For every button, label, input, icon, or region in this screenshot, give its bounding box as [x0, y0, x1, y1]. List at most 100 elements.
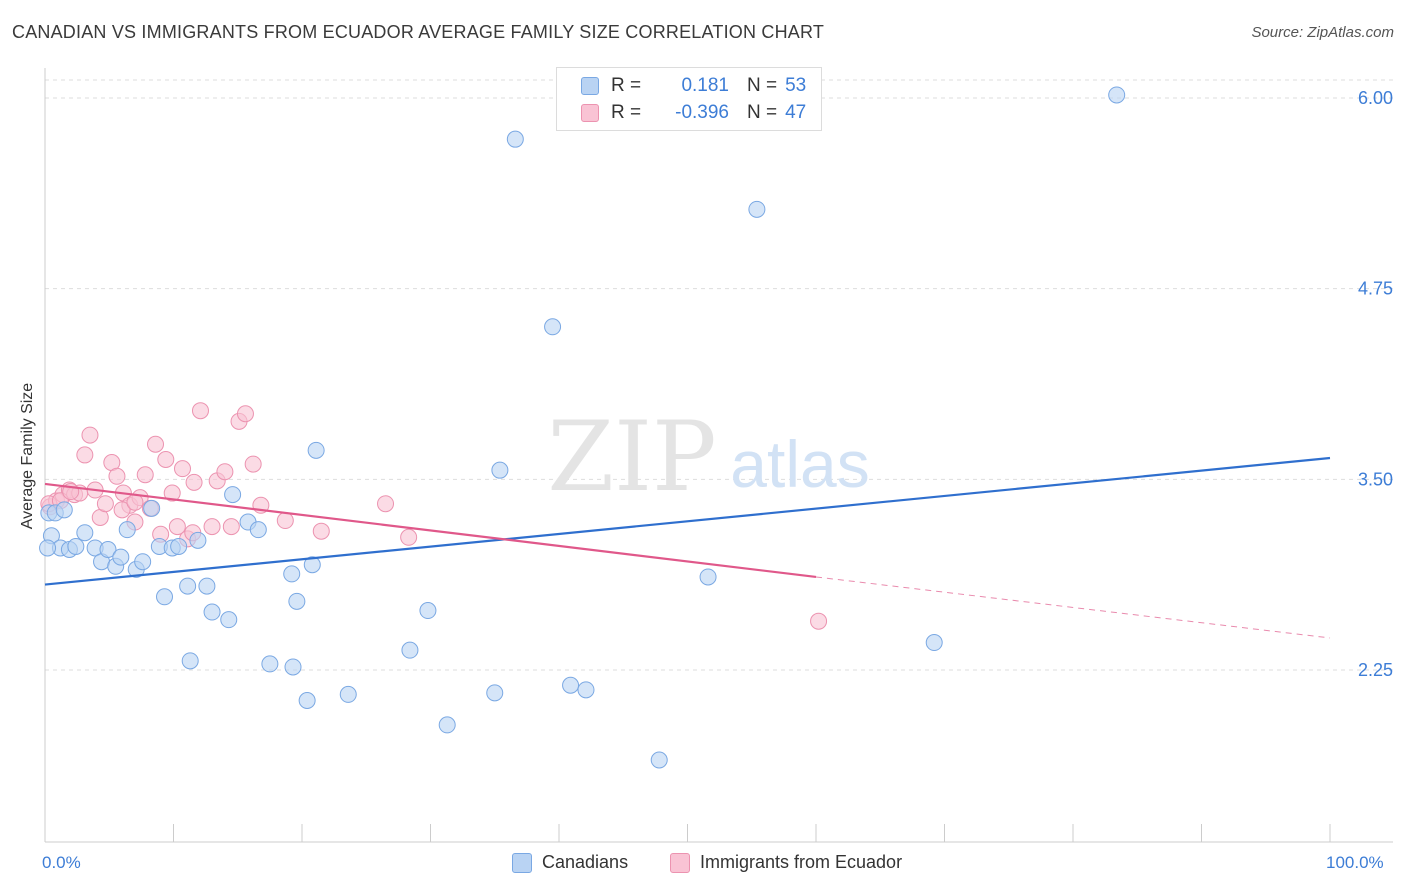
ecuador-point: [203, 518, 221, 536]
canadian-point: [76, 524, 94, 542]
y-tick-label: 2.25: [1358, 660, 1393, 680]
canadian-point: [925, 634, 943, 652]
canadian-point: [220, 611, 238, 629]
canadian-point: [249, 521, 267, 539]
canadian-point: [179, 577, 197, 595]
legend-r-value: 0.181: [681, 75, 729, 96]
ecuador-point: [163, 484, 181, 502]
series-legend-canadians: Canadians: [512, 852, 628, 873]
canadians-trend-line: [44, 456, 1331, 586]
canadian-point: [419, 602, 437, 620]
legend-r-value: -0.396: [675, 102, 729, 123]
canadian-point: [438, 716, 456, 734]
axes: [44, 68, 1393, 843]
ecuador-point: [126, 493, 144, 511]
x-tick-label-max: 100.0%: [1326, 853, 1384, 872]
trend-lines: [44, 456, 1331, 639]
canadian-point: [261, 655, 279, 673]
y-tick-label: 6.00: [1358, 88, 1393, 108]
ecuador-point: [810, 612, 828, 630]
ecuador-point: [113, 501, 131, 519]
series-legend-ecuador-label: Immigrants from Ecuador: [700, 852, 903, 872]
canadian-point: [562, 676, 580, 694]
canadian-point: [284, 658, 302, 676]
canadian-point: [198, 577, 216, 595]
legend-swatch-blue: [581, 77, 599, 95]
canadian-point: [506, 130, 524, 148]
canadian-point: [544, 318, 562, 336]
ecuador-point: [147, 435, 165, 453]
canadian-point: [203, 603, 221, 621]
ecuador-point: [96, 495, 114, 513]
canadian-point: [486, 684, 504, 702]
canadian-point: [156, 588, 174, 606]
canadian-point: [99, 540, 117, 558]
ecuador-point: [168, 518, 186, 536]
canadian-point: [67, 537, 85, 555]
y-tick-label: 3.50: [1358, 469, 1393, 489]
legend-r-label: R =: [611, 75, 642, 96]
legend-n-label: N =: [747, 75, 778, 96]
series-swatch-blue: [512, 852, 532, 873]
ecuador-point: [216, 463, 234, 481]
series-legend: Canadians Immigrants from Ecuador: [0, 852, 1406, 878]
ecuador-point: [377, 495, 395, 513]
legend-n-label: N =: [747, 102, 778, 123]
canadian-point: [118, 521, 136, 539]
canadian-point: [298, 692, 316, 710]
ecuador-point: [81, 426, 99, 444]
canadian-point: [143, 499, 161, 517]
canadian-point: [134, 553, 152, 571]
watermark-zip: ZIP: [547, 401, 716, 513]
ecuador-point: [136, 466, 154, 484]
ecuador-trend-extension: [815, 576, 1331, 639]
ecuador-point: [222, 518, 240, 536]
watermark: ZIP atlas: [547, 401, 869, 513]
ecuador-point: [276, 512, 294, 530]
legend-row-canadians: R = 0.181 N = 53: [581, 73, 806, 99]
ecuador-trend-line: [44, 482, 817, 579]
ecuador-point: [157, 451, 175, 469]
canadian-point: [288, 592, 306, 610]
canadian-point: [1108, 86, 1126, 104]
series-legend-ecuador: Immigrants from Ecuador: [670, 852, 902, 873]
correlation-legend: R = 0.181 N = 53 R = -0.396 N = 47: [556, 67, 822, 131]
source-label: Source: ZipAtlas.com: [1251, 24, 1394, 41]
ecuador-point: [312, 522, 330, 540]
canadian-point: [39, 539, 57, 557]
canadian-point: [307, 441, 325, 459]
ecuador-point: [76, 446, 94, 464]
ecuador-point: [244, 455, 262, 473]
y-tick-labels: 2.25 3.50 4.75 6.00: [1358, 88, 1393, 680]
watermark-atlas: atlas: [730, 427, 869, 501]
legend-row-ecuador: R = -0.396 N = 47: [581, 100, 806, 126]
series-swatch-pink: [670, 852, 690, 873]
chart-title: CANADIAN VS IMMIGRANTS FROM ECUADOR AVER…: [12, 22, 825, 42]
legend-n-value: 47: [785, 102, 807, 123]
series-legend-canadians-label: Canadians: [542, 852, 629, 872]
canadian-point: [401, 641, 419, 659]
canadian-point: [339, 685, 357, 703]
ecuador-point: [185, 473, 203, 491]
series-canadians-points: [39, 86, 1126, 769]
ecuador-point: [173, 460, 191, 478]
canadian-point: [491, 461, 509, 479]
gridlines: [45, 79, 1393, 671]
canadian-point: [112, 548, 130, 566]
canadian-point: [189, 531, 207, 549]
canadian-point: [283, 565, 301, 583]
x-tick-label-min: 0.0%: [42, 853, 81, 872]
legend-swatch-pink: [581, 104, 599, 122]
ecuador-point: [191, 402, 209, 420]
legend-n-value: 53: [785, 75, 807, 96]
ecuador-point: [108, 467, 126, 485]
legend-r-label: R =: [611, 102, 642, 123]
canadian-point: [224, 486, 242, 504]
canadian-point: [650, 751, 668, 769]
canadian-point: [303, 556, 321, 574]
ecuador-point: [236, 405, 254, 423]
ecuador-point: [400, 528, 418, 546]
canadian-point: [699, 568, 717, 586]
y-tick-label: 4.75: [1358, 279, 1393, 299]
